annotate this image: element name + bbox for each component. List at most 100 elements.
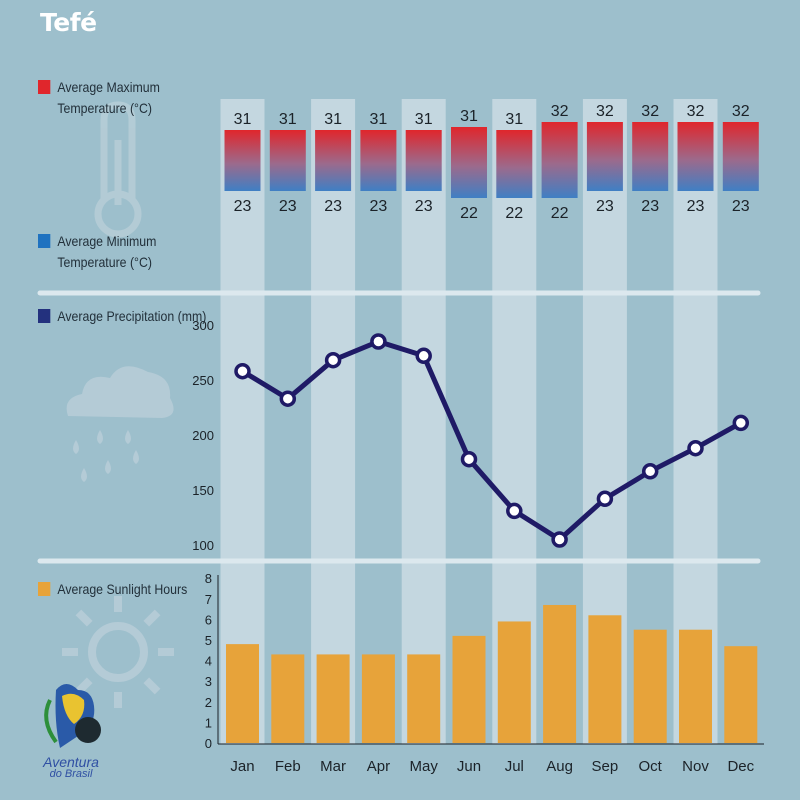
sunlight-bar [361,654,395,743]
precipitation-point [551,531,568,548]
temperature-bar [541,122,578,198]
temperature-bar [722,122,759,191]
legend-label: Average Minimum Temperature (°C) [57,233,157,270]
min-temperature-label: 23 [596,198,614,215]
max-temperature-label: 31 [460,108,478,125]
min-temperature-label: 23 [415,198,433,215]
precipitation-tick-label: 100 [192,538,214,553]
temperature-bar [269,130,306,191]
min-temperature-label: 23 [279,198,297,215]
column-band [401,99,446,744]
sunlight-bar [633,629,667,743]
thermometer-icon [94,101,142,238]
min-temperature-swatch [38,234,51,248]
precipitation-point [279,390,297,407]
month-label: Mar [320,758,346,775]
sunlight-tick-label: 1 [205,715,212,730]
min-temperature-label: 23 [234,198,252,215]
month-label: Jan [230,758,254,775]
max-temperature-label: 31 [324,111,342,128]
sun-icon [62,596,174,708]
sunlight-tick-label: 6 [205,612,212,627]
precipitation-line [241,339,743,542]
sunlight-bar [271,654,305,743]
precipitation-point [324,351,342,369]
precipitation-point [596,490,614,508]
page-title: Tefé [40,8,97,37]
precipitation-point [460,450,478,468]
precipitation-point [415,347,432,365]
logo-line-1: Aventura [43,754,99,770]
precipitation-point [506,502,523,520]
max-temperature-label: 31 [234,111,252,128]
sunlight-bar [679,629,712,743]
logo-line-2: do Brasil [49,768,93,780]
min-temperature-label: 23 [370,198,388,215]
max-temperature-swatch [38,80,51,94]
sunlight-bar [724,646,758,743]
parrot-logo-icon [44,684,101,748]
sunlight-tick-label: 2 [205,695,212,710]
temperature-bar [677,122,714,191]
max-temperature-label: 32 [732,103,750,120]
min-temperature-label: 23 [641,198,659,215]
max-temperature-label: 32 [641,103,659,120]
sunlight-tick-label: 0 [205,736,212,751]
sunlight-tick-label: 4 [205,654,212,669]
column-band [311,99,356,744]
sunlight-tick-label: 7 [205,592,212,607]
max-temperature-label: 31 [279,111,297,128]
legend-label: Average Precipitation (mm) [57,308,207,324]
min-temperature-label: 22 [551,205,569,222]
precipitation-point [641,463,659,480]
precipitation-tick-label: 300 [192,318,214,333]
max-temperature-label: 31 [370,111,388,128]
temperature-bar [360,130,397,191]
sunlight-bar [588,615,622,743]
sunlight-bar [316,654,350,743]
precipitation-tick-label: 250 [192,373,214,388]
month-label: Feb [275,758,301,775]
month-label: Jun [457,758,481,775]
sunlight-swatch [38,582,51,596]
rain-cloud-icon [66,366,174,482]
column-band [220,99,265,744]
precipitation-tick-label: 200 [192,428,214,443]
precipitation-point [234,362,251,380]
month-label: Aug [546,758,573,775]
min-temperature-label: 23 [324,198,342,215]
min-temperature-label: 23 [732,198,750,215]
temperature-bar [496,130,533,198]
month-label: Jul [505,758,524,775]
sunlight-tick-label: 8 [205,571,212,586]
min-temperature-label: 22 [505,205,523,222]
min-temperature-label: 22 [460,205,478,222]
brand-logo-text: Aventura do Brasil [26,754,116,780]
precipitation-point [687,439,704,457]
legend-label: Average Sunlight Hours [57,581,188,597]
sunlight-bar [452,635,486,743]
temperature-bar [405,130,442,191]
sunlight-bar [497,621,531,743]
precipitation-point [370,333,387,350]
sunlight-tick-label: 5 [205,633,212,648]
max-temperature-label: 31 [505,111,523,128]
sunlight-bar [543,604,577,743]
temperature-bar [586,122,623,191]
min-temperature-label: 23 [687,198,705,215]
precipitation-swatch [38,309,51,323]
month-label: Dec [727,758,754,775]
sunlight-tick-label: 3 [205,674,212,689]
max-temperature-label: 32 [596,103,614,120]
max-temperature-label: 32 [687,103,705,120]
month-label: May [410,758,439,775]
month-label: Sep [592,758,619,775]
month-label: Nov [682,758,709,775]
precipitation-tick-label: 150 [192,483,214,498]
month-label: Apr [367,758,390,775]
legend-label: Average Maximum Temperature (°C) [57,79,160,116]
precipitation-point [732,414,750,432]
temperature-bar [224,130,261,191]
